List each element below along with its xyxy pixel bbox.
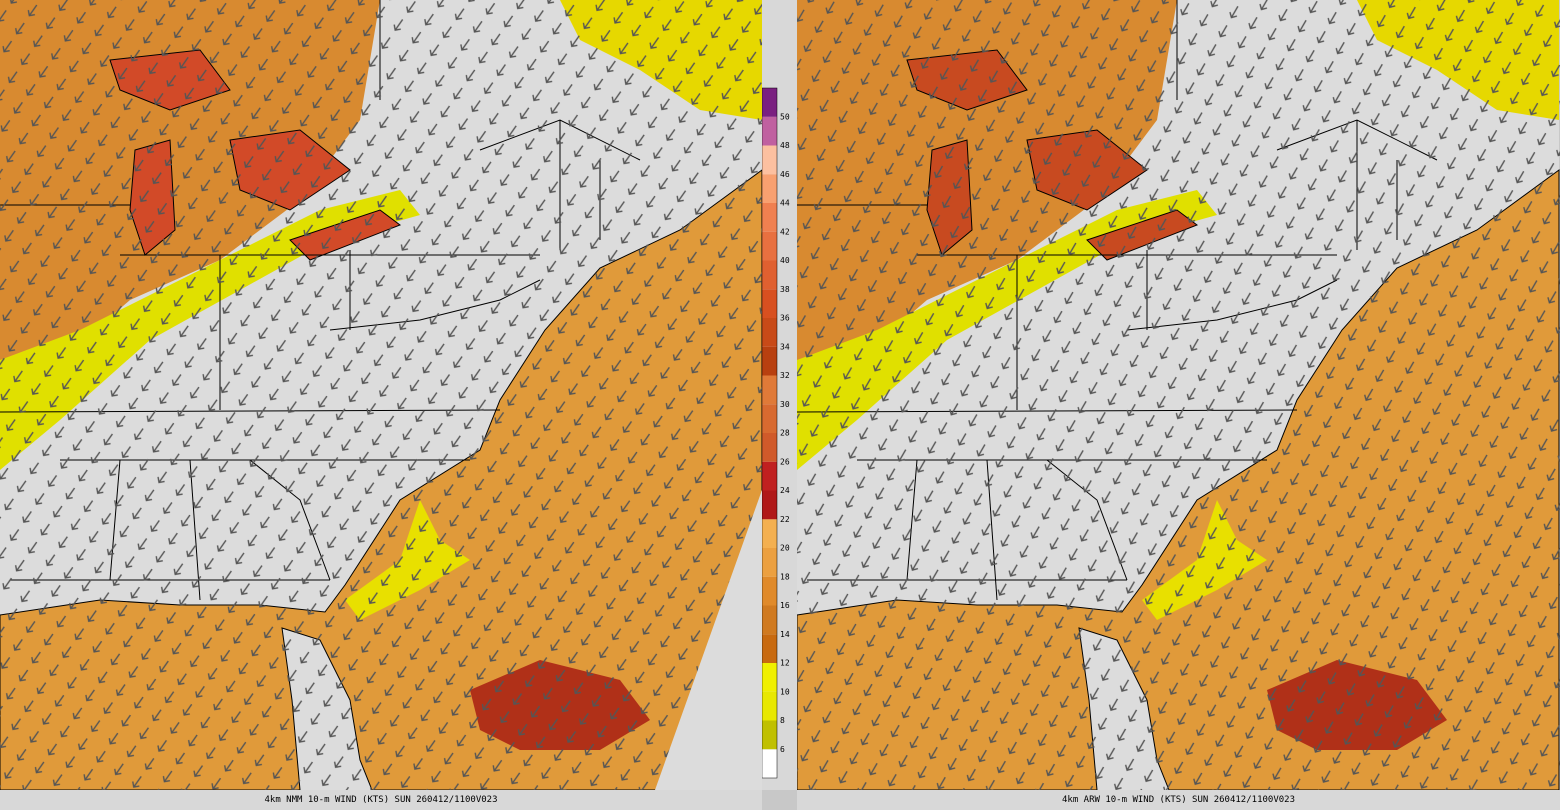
colorbar-band	[762, 663, 777, 692]
colorbar-label: 36	[780, 314, 790, 323]
colorbar-label: 50	[780, 112, 790, 121]
colorbar: 6 8 10 12 14 16 18 20 22 24 26 28 30 32 34 36 38 40 42 44 46…	[762, 0, 797, 790]
colorbar-label: 32	[780, 371, 790, 380]
map-panel	[0, 0, 762, 790]
colorbar-band	[762, 289, 777, 318]
colorbar-band	[762, 576, 777, 606]
colorbar-label: 28	[780, 429, 790, 438]
colorbar-band	[762, 116, 777, 146]
colorbar-frame	[762, 87, 778, 779]
colorbar-band	[762, 346, 777, 376]
colorbar-band	[762, 231, 777, 261]
colorbar-label: 44	[780, 199, 790, 208]
colorbar-label: 14	[780, 630, 790, 639]
colorbar-band	[762, 461, 777, 491]
caption: 4km ARW 10-m WIND (KTS) SUN 260412/1100V…	[797, 790, 1560, 810]
colorbar-band	[762, 720, 777, 750]
colorbar-band	[762, 174, 777, 203]
colorbar-band	[762, 318, 777, 347]
colorbar-band	[762, 433, 777, 462]
colorbar-label: 30	[780, 400, 790, 409]
colorbar-label: 48	[780, 141, 790, 150]
colorbar-band	[762, 490, 777, 520]
colorbar-label: 16	[780, 601, 790, 610]
colorbar-label: 12	[780, 659, 790, 668]
colorbar-label: 24	[780, 486, 790, 495]
wind-arrows	[0, 0, 762, 790]
colorbar-label: 6	[780, 745, 785, 754]
colorbar-label: 26	[780, 457, 790, 466]
map-panel	[797, 0, 1560, 790]
colorbar-band	[762, 203, 777, 232]
wind-arrows	[797, 0, 1560, 790]
colorbar-band	[762, 88, 777, 117]
colorbar-label: 10	[780, 687, 790, 696]
colorbar-band	[762, 749, 777, 778]
colorbar-band	[762, 634, 777, 663]
caption: 4km NMM 10-m WIND (KTS) SUN 260412/1100V…	[0, 790, 762, 810]
colorbar-label: 18	[780, 572, 790, 581]
colorbar-label: 8	[780, 716, 785, 725]
colorbar-band	[762, 605, 777, 635]
colorbar-label: 42	[780, 227, 790, 236]
colorbar-label: 46	[780, 170, 790, 179]
colorbar-band	[762, 375, 777, 405]
colorbar-band	[762, 548, 777, 577]
colorbar-label: 40	[780, 256, 790, 265]
colorbar-band	[762, 519, 777, 548]
no-data	[655, 490, 762, 790]
colorbar-label: 20	[780, 544, 790, 553]
colorbar-band	[762, 404, 777, 433]
colorbar-label: 22	[780, 515, 790, 524]
colorbar-band	[762, 145, 777, 175]
colorbar-band	[762, 260, 777, 290]
colorbar-label: 38	[780, 285, 790, 294]
colorbar-label: 34	[780, 342, 790, 351]
colorbar-band	[762, 691, 777, 721]
